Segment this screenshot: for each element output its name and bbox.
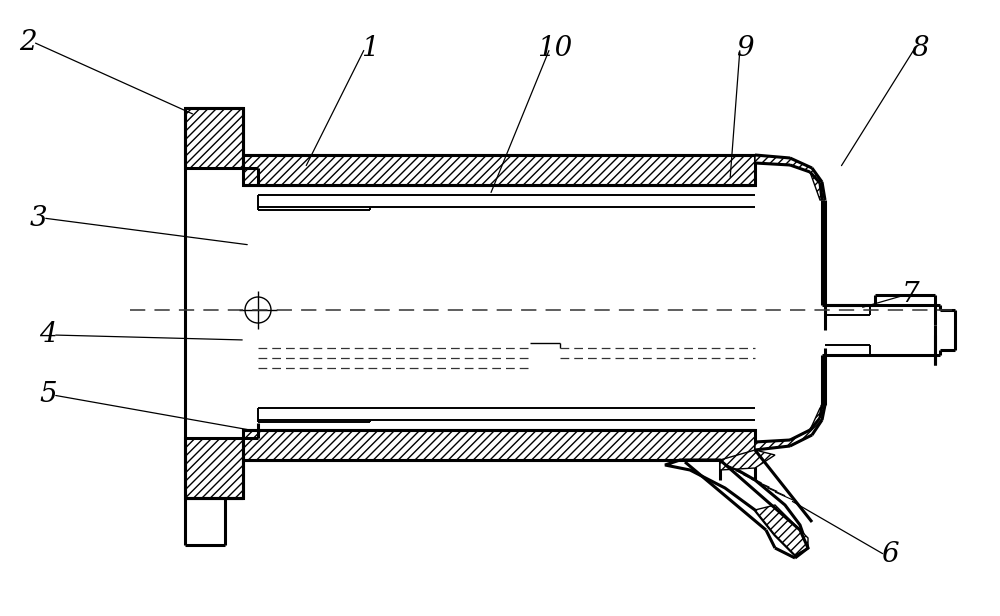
Bar (185, 438, 243, 498)
Polygon shape (755, 505, 808, 555)
Polygon shape (755, 155, 825, 200)
Bar (185, 108, 243, 168)
Text: 7: 7 (901, 282, 919, 309)
Text: 2: 2 (19, 28, 37, 55)
Text: 5: 5 (39, 381, 57, 408)
Bar (243, 430, 755, 460)
Text: 1: 1 (361, 34, 379, 62)
Polygon shape (665, 460, 808, 555)
Text: 6: 6 (881, 541, 899, 569)
Text: 9: 9 (736, 34, 754, 62)
Text: 4: 4 (39, 322, 57, 349)
Text: 3: 3 (29, 205, 47, 232)
Bar (243, 155, 755, 185)
Polygon shape (720, 450, 775, 470)
Polygon shape (755, 405, 825, 450)
Text: 8: 8 (911, 34, 929, 62)
Text: 10: 10 (537, 34, 573, 62)
